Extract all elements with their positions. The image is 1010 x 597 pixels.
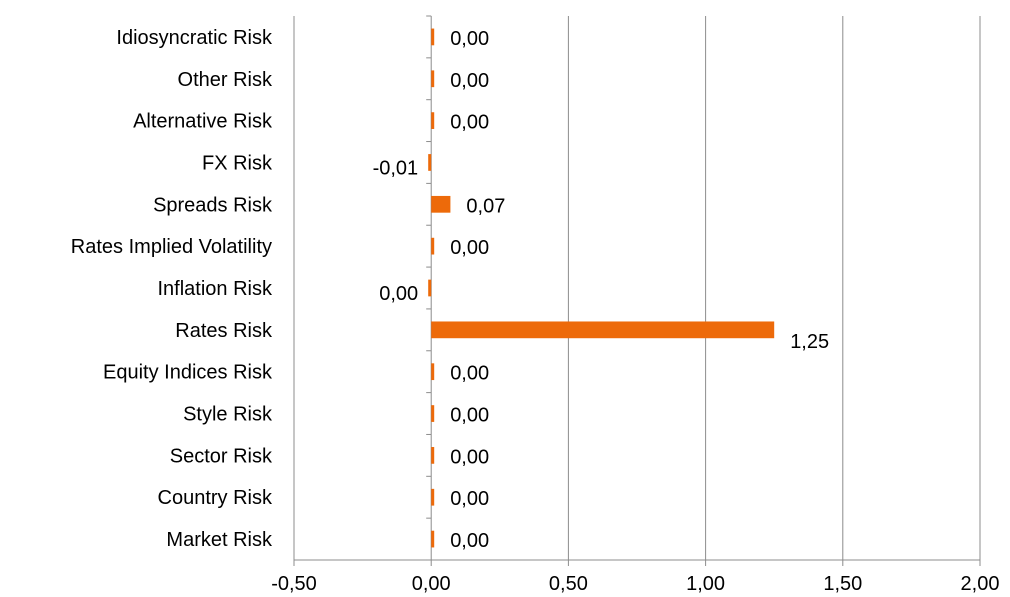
bar: [431, 237, 435, 255]
x-tick-label: 2,00: [961, 573, 1000, 595]
bar: [431, 321, 775, 339]
bar: [428, 154, 432, 171]
x-tick-label: 0,50: [549, 573, 588, 595]
category-label: Country Risk: [158, 487, 273, 509]
gridlines: [293, 16, 981, 560]
category-label: Market Risk: [166, 529, 273, 551]
data-label: 0,07: [466, 195, 505, 217]
bar: [428, 279, 432, 297]
category-label: FX Risk: [202, 152, 273, 174]
category-label: Style Risk: [183, 404, 273, 426]
data-label: 0,00: [450, 530, 489, 552]
category-label: Inflation Risk: [158, 278, 273, 300]
data-labels: 0,00 0,00 0,00 -0,01 0,07 0,00 0,00 1,25 0,00 0,0…: [373, 28, 830, 552]
data-label: 0,00: [450, 405, 489, 427]
category-label: Equity Indices Risk: [103, 362, 273, 384]
x-tick-label: 1,50: [823, 573, 862, 595]
data-label: 1,25: [790, 331, 829, 353]
data-label: 0,00: [450, 488, 489, 510]
data-label: 0,00: [450, 363, 489, 385]
x-tick-labels: -0,50 0,00 0,50 1,00 1,50 2,00: [271, 573, 999, 595]
data-label: 0,00: [450, 70, 489, 92]
category-labels: Idiosyncratic Risk Other Risk Alternative …: [71, 27, 273, 551]
x-tick-label: 0,00: [412, 573, 451, 595]
bar: [431, 447, 435, 464]
bar: [431, 363, 435, 381]
data-label: 0,00: [379, 283, 418, 305]
category-label: Sector Risk: [170, 445, 273, 467]
bar: [431, 70, 435, 88]
category-label: Rates Implied Volatility: [71, 236, 272, 258]
category-label: Spreads Risk: [153, 194, 273, 216]
data-label: 0,00: [450, 28, 489, 50]
bar: [431, 405, 435, 422]
category-label: Alternative Risk: [133, 111, 273, 133]
x-tick-label: -0,50: [271, 573, 317, 595]
x-tick-label: 1,00: [686, 573, 725, 595]
data-label: -0,01: [373, 157, 419, 179]
bar: [431, 195, 451, 213]
bar: [431, 488, 435, 506]
bar: [431, 530, 435, 548]
data-label: 0,00: [450, 237, 489, 259]
bar: [431, 112, 435, 129]
data-label: 0,00: [450, 446, 489, 468]
category-label: Idiosyncratic Risk: [116, 27, 273, 49]
bars: [428, 28, 775, 548]
category-label: Rates Risk: [175, 320, 273, 342]
data-label: 0,00: [450, 112, 489, 134]
bar: [431, 28, 435, 46]
category-label: Other Risk: [178, 69, 273, 91]
